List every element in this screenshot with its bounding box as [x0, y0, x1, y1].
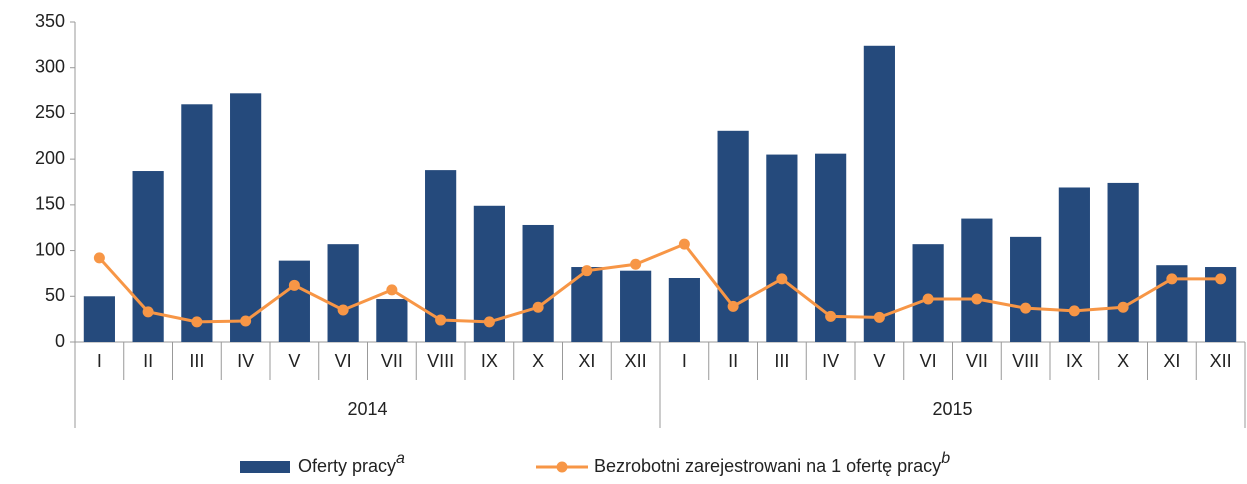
bar	[863, 45, 895, 343]
x-tick-label: X	[532, 351, 544, 371]
x-tick-label: V	[288, 351, 300, 371]
legend-swatch	[240, 461, 290, 473]
x-tick-label: I	[97, 351, 102, 371]
marker	[191, 316, 203, 328]
line	[98, 242, 1221, 324]
marker	[1068, 305, 1080, 317]
marker	[532, 301, 544, 313]
marker	[483, 316, 495, 328]
legend-label: Oferty pracya	[298, 450, 405, 476]
bar	[230, 93, 262, 342]
x-tick-label: I	[682, 351, 687, 371]
y-tick-label: 150	[35, 194, 65, 214]
x-tick-label: IX	[1066, 351, 1083, 371]
year-label: 2014	[347, 399, 387, 419]
marker	[142, 306, 154, 318]
marker	[1117, 301, 1129, 313]
x-tick-label: VI	[335, 351, 352, 371]
y-tick-label: 200	[35, 148, 65, 168]
marker	[1215, 273, 1227, 285]
x-tick-label: X	[1117, 351, 1129, 371]
x-tick-label: XII	[625, 351, 647, 371]
bar	[912, 244, 944, 342]
x-tick-label: V	[873, 351, 885, 371]
marker	[1166, 273, 1178, 285]
marker	[337, 304, 349, 316]
marker	[93, 252, 105, 264]
bar	[522, 224, 554, 342]
bar	[961, 218, 993, 342]
y-tick-label: 350	[35, 11, 65, 31]
marker	[776, 273, 788, 285]
y-tick-label: 0	[55, 331, 65, 351]
marker	[630, 258, 642, 270]
x-tick-label: XI	[578, 351, 595, 371]
bar	[327, 244, 359, 342]
marker	[678, 238, 690, 250]
x-tick-label: XII	[1210, 351, 1232, 371]
marker	[873, 311, 885, 323]
x-tick-label: VII	[381, 351, 403, 371]
x-tick-label: II	[143, 351, 153, 371]
legend-label: Bezrobotni zarejestrowani na 1 ofertę pr…	[594, 450, 950, 476]
y-tick-label: 250	[35, 102, 65, 122]
marker	[825, 310, 837, 322]
y-tick-label: 300	[35, 56, 65, 76]
x-tick-label: XI	[1163, 351, 1180, 371]
bar	[376, 299, 408, 342]
bar	[83, 296, 115, 342]
bar	[815, 153, 847, 342]
bar	[1058, 187, 1090, 342]
marker	[1020, 302, 1032, 314]
x-tick-label: IX	[481, 351, 498, 371]
bar	[1107, 182, 1139, 342]
legend-marker	[556, 461, 568, 473]
legend-note: b	[941, 450, 950, 467]
x-tick-label: VIII	[427, 351, 454, 371]
bar	[278, 260, 310, 342]
legend-note: a	[396, 450, 405, 467]
legend-name: Bezrobotni zarejestrowani na 1 ofertę pr…	[594, 456, 941, 476]
marker	[435, 314, 447, 326]
marker	[727, 300, 739, 312]
marker	[971, 293, 983, 305]
legend-name: Oferty pracy	[298, 456, 396, 476]
x-tick-label: VIII	[1012, 351, 1039, 371]
bar	[620, 270, 652, 342]
marker	[288, 279, 300, 291]
bar	[766, 154, 798, 342]
year-label: 2015	[932, 399, 972, 419]
x-tick-label: III	[189, 351, 204, 371]
marker	[386, 284, 398, 296]
bar	[1010, 236, 1042, 342]
x-tick-label: IV	[822, 351, 839, 371]
marker	[581, 265, 593, 277]
y-tick-label: 50	[45, 285, 65, 305]
x-tick-label: VI	[920, 351, 937, 371]
marker	[240, 315, 252, 327]
y-tick-label: 100	[35, 239, 65, 259]
bar	[668, 278, 700, 342]
x-tick-label: II	[728, 351, 738, 371]
x-tick-label: IV	[237, 351, 254, 371]
x-tick-label: VII	[966, 351, 988, 371]
x-tick-label: III	[774, 351, 789, 371]
bar	[181, 104, 213, 343]
marker	[922, 293, 934, 305]
